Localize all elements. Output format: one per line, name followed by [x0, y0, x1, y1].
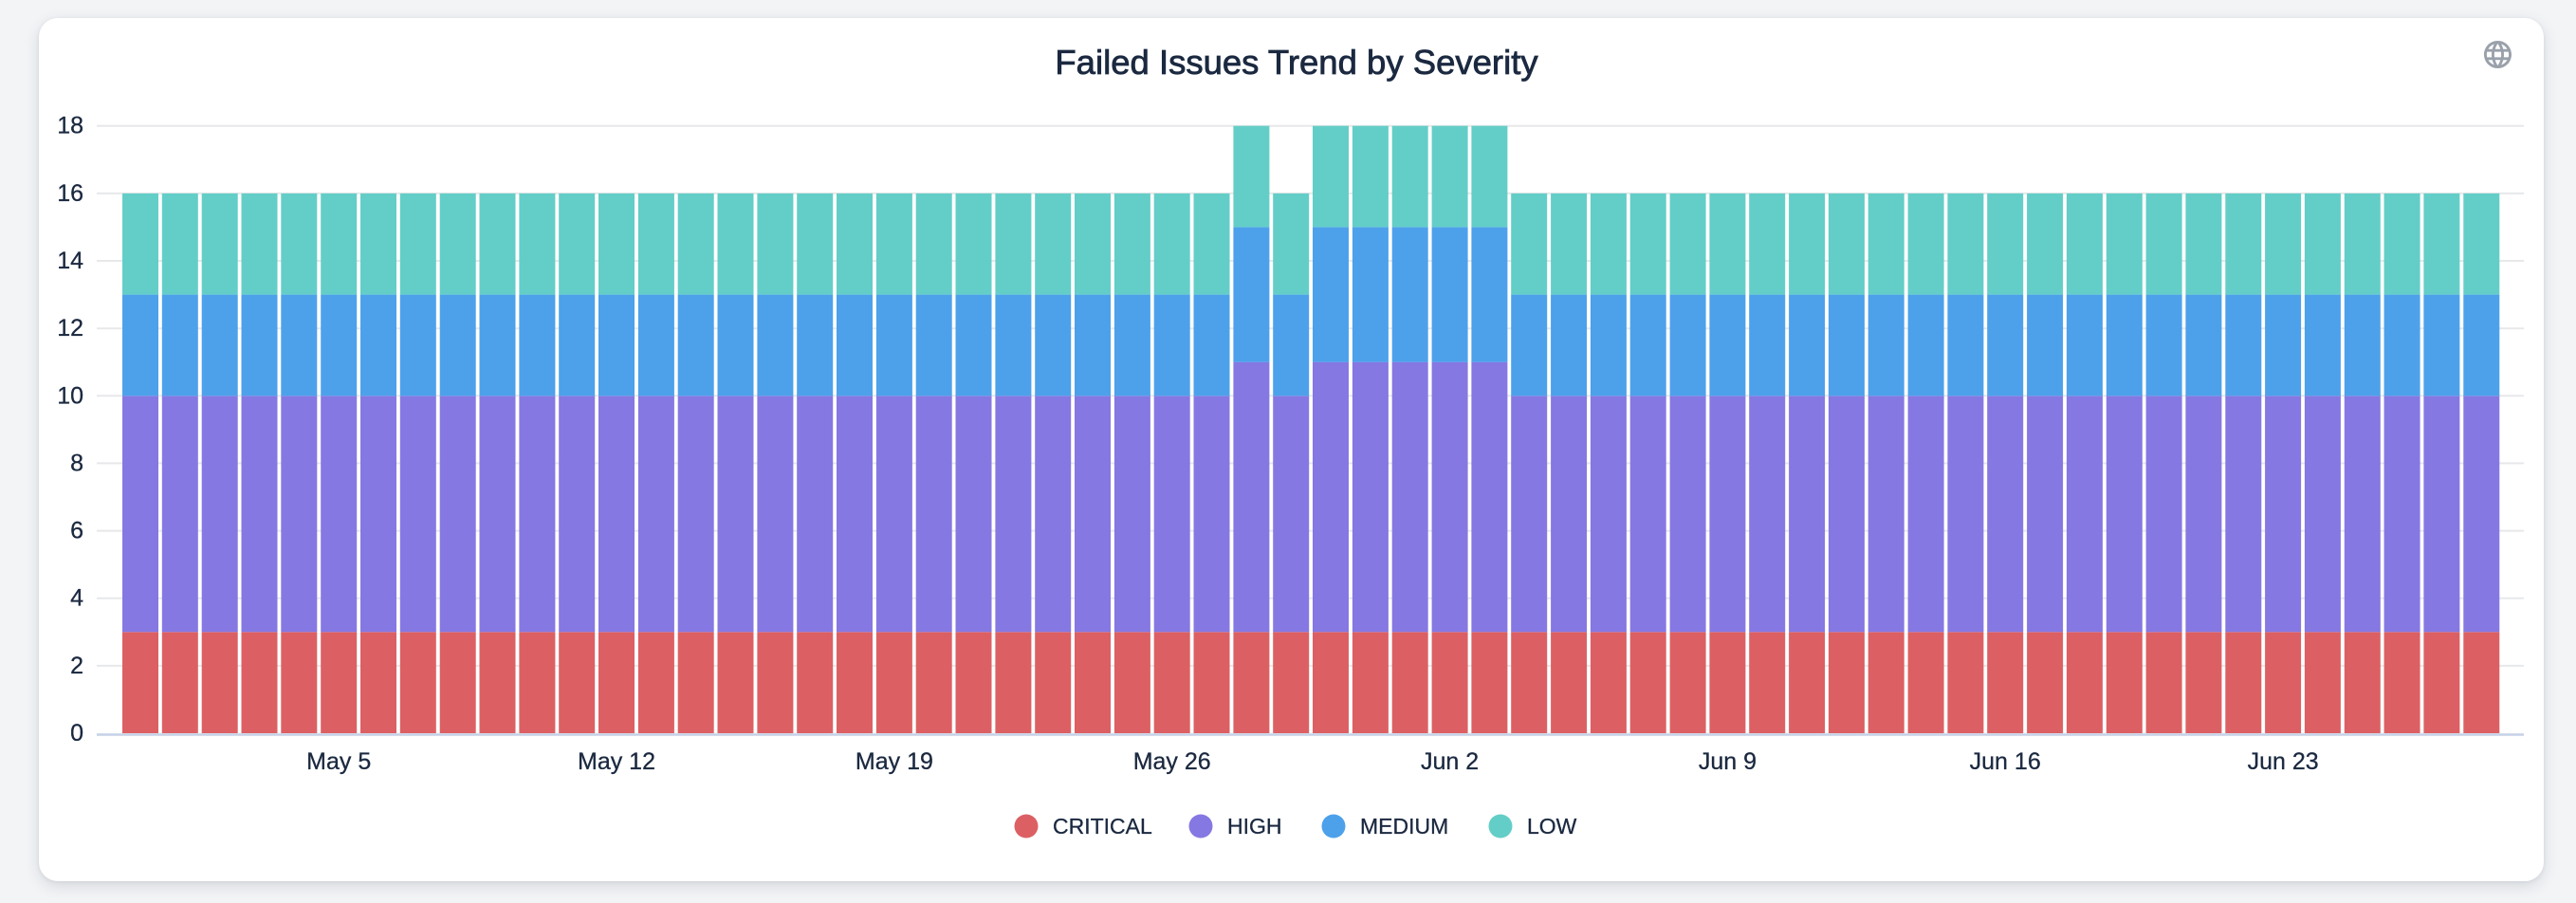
svg-text:Jun 23: Jun 23 — [2248, 748, 2319, 775]
svg-text:Jun 16: Jun 16 — [1970, 748, 2041, 775]
svg-text:14: 14 — [57, 248, 83, 274]
svg-text:6: 6 — [70, 518, 83, 544]
svg-text:May 5: May 5 — [306, 748, 371, 775]
svg-text:8: 8 — [70, 450, 83, 476]
svg-text:4: 4 — [70, 585, 83, 612]
svg-text:Failed Issues Trend by Severit: Failed Issues Trend by Severity — [1055, 43, 1538, 82]
svg-text:May 19: May 19 — [856, 748, 933, 775]
svg-text:12: 12 — [57, 315, 83, 341]
svg-text:May 12: May 12 — [578, 748, 655, 775]
svg-text:May 26: May 26 — [1133, 748, 1211, 775]
svg-text:Jun 9: Jun 9 — [1699, 748, 1757, 775]
svg-text:MEDIUM: MEDIUM — [1360, 814, 1448, 838]
svg-text:0: 0 — [70, 720, 83, 746]
svg-text:2: 2 — [70, 653, 83, 679]
svg-text:16: 16 — [57, 180, 83, 207]
svg-text:HIGH: HIGH — [1227, 814, 1282, 838]
svg-text:10: 10 — [57, 382, 83, 409]
svg-text:LOW: LOW — [1527, 814, 1577, 838]
svg-text:Jun 2: Jun 2 — [1421, 748, 1479, 775]
svg-text:CRITICAL: CRITICAL — [1053, 814, 1152, 838]
svg-text:18: 18 — [57, 113, 83, 139]
